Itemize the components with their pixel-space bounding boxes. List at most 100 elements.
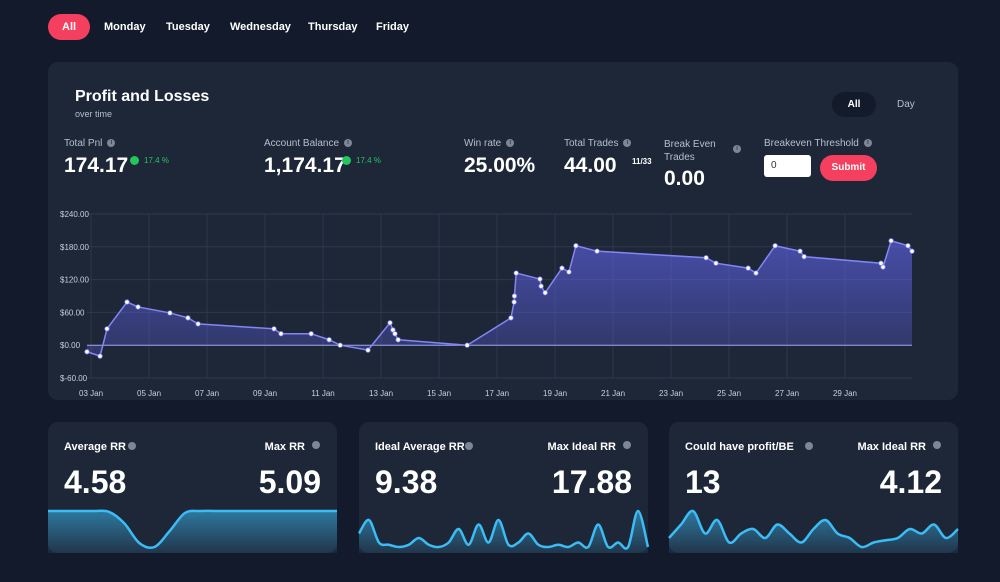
stat-note: 11/33: [632, 157, 652, 166]
stat-label: Breakeven Threshold i: [764, 138, 872, 149]
tab[interactable]: Monday: [104, 21, 146, 33]
tab[interactable]: Thursday: [308, 21, 358, 33]
panel-subtitle: over time: [75, 109, 113, 119]
tab[interactable]: Tuesday: [166, 21, 210, 33]
point: [801, 254, 807, 260]
stat-change-text: 17.4 %: [356, 156, 381, 165]
point: [104, 326, 110, 332]
y-tick-label: $60.00: [60, 308, 85, 317]
info-icon: i: [344, 139, 353, 148]
stat-label-text: Account Balance: [264, 138, 340, 149]
point: [124, 299, 130, 305]
x-tick-label: 13 Jan: [369, 389, 393, 398]
info-icon: [623, 441, 631, 449]
point: [745, 265, 751, 271]
card-label: Max Ideal RR: [858, 441, 927, 453]
submit-button[interactable]: Submit: [820, 155, 877, 181]
point: [542, 290, 548, 296]
point: [508, 315, 514, 321]
point: [888, 238, 894, 244]
point: [880, 264, 886, 270]
card-label: Max RR: [265, 441, 305, 453]
toggle-button[interactable]: All: [832, 92, 876, 117]
info-icon: i: [107, 139, 116, 148]
point: [337, 342, 343, 348]
x-tick-label: 25 Jan: [717, 389, 741, 398]
tab[interactable]: All: [48, 14, 91, 40]
point: [185, 315, 191, 321]
x-tick-label: 29 Jan: [833, 389, 857, 398]
point: [566, 269, 572, 275]
info-icon: [312, 441, 320, 449]
point: [97, 353, 103, 359]
point: [538, 283, 544, 289]
info-icon: i: [863, 139, 872, 148]
point: [387, 320, 393, 326]
point: [195, 321, 201, 327]
info-icon: i: [506, 139, 515, 148]
info-icon: [465, 442, 473, 450]
info-icon: i: [733, 145, 741, 153]
point: [713, 260, 719, 266]
stat-value: 1,174.17: [264, 154, 346, 177]
stat-change-text: 17.4 %: [144, 156, 169, 165]
y-tick-label: $-60.00: [60, 374, 88, 383]
card-value: 13: [685, 464, 721, 500]
point: [511, 299, 517, 305]
point: [395, 337, 401, 343]
y-tick-label: $180.00: [60, 243, 89, 252]
card-value: 4.12: [880, 464, 942, 500]
point: [703, 255, 709, 261]
x-tick-label: 03 Jan: [79, 389, 103, 398]
sparkline: [48, 509, 337, 550]
up-icon: [342, 156, 351, 166]
tab[interactable]: Friday: [376, 21, 410, 33]
point: [167, 310, 173, 316]
point: [772, 243, 778, 249]
point: [271, 326, 277, 332]
point: [513, 270, 519, 276]
card-label: Average RR: [64, 441, 126, 453]
stat-value: 174.17: [64, 154, 129, 177]
point: [511, 293, 518, 299]
threshold-input[interactable]: 0: [764, 155, 811, 177]
point: [464, 342, 470, 348]
y-tick-label: $240.00: [60, 210, 89, 219]
card-value: 4.58: [64, 464, 126, 500]
y-tick-label: $0.00: [60, 341, 81, 350]
point: [573, 243, 579, 249]
point: [537, 276, 543, 282]
stat-label: Account Balance i: [264, 138, 353, 149]
point: [390, 327, 396, 333]
info-icon: [933, 441, 941, 449]
stat-label: Win rate i: [464, 138, 515, 149]
y-tick-label: $120.00: [60, 276, 89, 285]
sparkline: [668, 509, 959, 549]
tab[interactable]: Wednesday: [230, 21, 291, 33]
point: [878, 260, 884, 266]
point: [392, 331, 398, 337]
stat-label: Break Even Trades: [664, 139, 716, 163]
point: [594, 248, 600, 254]
info-icon: i: [623, 139, 632, 148]
toggle-button[interactable]: Day: [897, 99, 915, 110]
x-tick-label: 11 Jan: [311, 389, 334, 398]
info-icon: [805, 442, 813, 450]
x-tick-label: 15 Jan: [427, 389, 451, 398]
point: [308, 331, 314, 337]
stat-value: 44.00: [564, 154, 617, 177]
card-label: Could have profit/BE: [685, 441, 794, 453]
point: [278, 331, 284, 337]
x-tick-label: 27 Jan: [775, 389, 799, 398]
x-tick-label: 23 Jan: [659, 389, 683, 398]
point: [909, 248, 915, 254]
area: [87, 240, 912, 357]
up-icon: [130, 156, 139, 166]
stat-value: 25.00%: [464, 154, 536, 177]
sparkline-area: [669, 510, 958, 553]
point: [559, 265, 565, 271]
card-value: 17.88: [552, 464, 632, 500]
point: [326, 337, 332, 343]
x-tick-label: 09 Jan: [253, 389, 277, 398]
